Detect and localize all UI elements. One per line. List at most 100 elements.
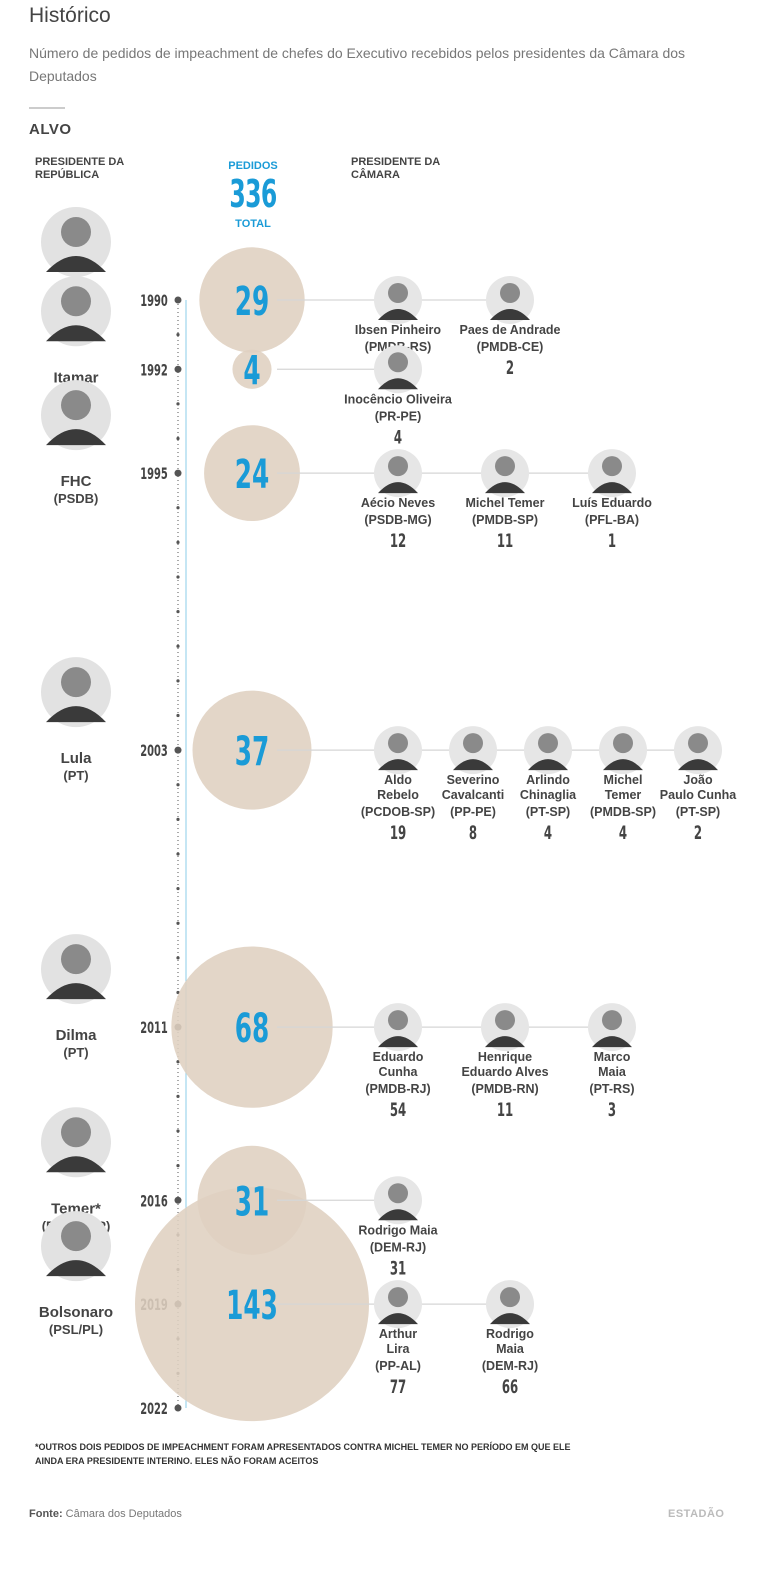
chamber-photo-head-icon bbox=[463, 733, 483, 754]
chamber-photo-body-icon bbox=[378, 482, 418, 494]
president-photo-head-icon bbox=[61, 286, 91, 317]
chamber-photo-head-icon bbox=[388, 1010, 408, 1031]
year-marker bbox=[174, 746, 182, 754]
pedidos-label: PEDIDOS bbox=[228, 160, 278, 172]
chamber-photo-head-icon bbox=[500, 1287, 520, 1308]
chamber-president-value: 4 bbox=[394, 425, 402, 448]
bubble-value-group: 143 bbox=[226, 1282, 278, 1329]
chamber-president-value: 66 bbox=[502, 1375, 518, 1398]
chamber-president-value: 54 bbox=[390, 1098, 406, 1121]
year-label: 1995 bbox=[140, 466, 168, 484]
president-photo-body-icon bbox=[46, 325, 106, 342]
chamber-president-party: (PFL-BA) bbox=[585, 513, 639, 527]
bubble bbox=[171, 946, 333, 1108]
year-label-group: 2003 bbox=[140, 743, 168, 761]
chamber-president-value: 11 bbox=[497, 529, 513, 552]
chamber-photo-body-icon bbox=[485, 482, 525, 494]
president-photo-body-icon bbox=[46, 706, 106, 723]
chamber-president-name: Michel bbox=[604, 773, 643, 787]
chamber-president-name: Eduardo bbox=[373, 1050, 424, 1064]
chamber-president-party: (PT-RS) bbox=[589, 1082, 634, 1096]
year-label-group: 1995 bbox=[140, 466, 168, 484]
chamber-president-name: Temer bbox=[605, 788, 642, 802]
chamber-president-value-group: 54 bbox=[390, 1098, 406, 1121]
year-marker bbox=[174, 1404, 182, 1412]
chamber-photo-head-icon bbox=[602, 1010, 622, 1031]
president-photo-head-icon bbox=[61, 1221, 91, 1252]
bubble-value: 24 bbox=[235, 451, 270, 498]
chamber-photo-body-icon bbox=[592, 482, 632, 494]
president-name: FHC bbox=[61, 473, 92, 490]
chamber-president-value: 8 bbox=[469, 821, 477, 844]
chamber-president-name: Michel Temer bbox=[466, 496, 545, 510]
chamber-president-value: 3 bbox=[608, 1098, 616, 1121]
president-photo-body-icon bbox=[46, 1260, 106, 1277]
bubble bbox=[197, 1145, 307, 1255]
header-presidente-republica: PRESIDENTE DA REPÚBLICA bbox=[35, 156, 124, 181]
year-tick bbox=[176, 713, 180, 718]
year-tick bbox=[176, 1094, 180, 1098]
chamber-president-value: 11 bbox=[497, 1098, 513, 1121]
chamber-president-name: Aldo bbox=[384, 773, 412, 787]
chamber-president-value: 77 bbox=[390, 1375, 406, 1398]
year-label-group: 2011 bbox=[140, 1020, 168, 1038]
chamber-president-party: (PMDB-SP) bbox=[590, 805, 656, 819]
chamber-president-name: Paes de Andrade bbox=[460, 323, 561, 337]
year-label: 2016 bbox=[140, 1193, 168, 1211]
chamber-photo-head-icon bbox=[495, 456, 515, 477]
year-tick bbox=[176, 610, 180, 614]
chamber-president-name: Marco bbox=[594, 1050, 631, 1064]
president-photo-body-icon bbox=[46, 1156, 106, 1173]
source-note: Fonte: Câmara dos Deputados bbox=[29, 1508, 182, 1520]
chamber-president-party: (PMDB-RJ) bbox=[365, 1082, 430, 1096]
impeachment-bubble-chart: 1990199219952003201120162019202229Collor… bbox=[39, 207, 737, 1422]
brand-logo: ESTADÃO bbox=[668, 1508, 725, 1520]
chamber-president-value: 31 bbox=[390, 1256, 406, 1279]
president-photo-head-icon bbox=[61, 944, 91, 975]
chamber-president-value: 4 bbox=[619, 821, 627, 844]
president-photo-head-icon bbox=[61, 1117, 91, 1148]
year-tick bbox=[176, 783, 180, 787]
chamber-president-party: (PR-PE) bbox=[375, 409, 422, 423]
total-label: TOTAL bbox=[235, 218, 271, 230]
chamber-photo-body-icon bbox=[592, 1036, 632, 1048]
president-name: Temer* bbox=[51, 1200, 101, 1217]
bubble bbox=[199, 247, 305, 353]
chamber-president-name: Luís Eduardo bbox=[572, 496, 652, 510]
chamber-president-value-group: 11 bbox=[497, 1098, 513, 1121]
chamber-photo-head-icon bbox=[388, 283, 408, 303]
chamber-president-name: Arlindo bbox=[526, 773, 570, 787]
chamber-photo-head-icon bbox=[602, 456, 622, 477]
chamber-photo-head-icon bbox=[388, 1183, 408, 1204]
president-photo-body-icon bbox=[46, 256, 106, 272]
chamber-president-value-group: 3 bbox=[608, 1098, 616, 1121]
president-party: (PT) bbox=[63, 1045, 88, 1060]
bubble-value-group: 37 bbox=[235, 728, 270, 775]
chamber-photo-head-icon bbox=[388, 352, 408, 373]
bubble bbox=[135, 1187, 369, 1422]
chamber-photo-body-icon bbox=[485, 1036, 525, 1048]
year-label: 2003 bbox=[140, 743, 168, 761]
chamber-president-name: Arthur bbox=[379, 1327, 417, 1341]
chamber-president-party: (DEM-RJ) bbox=[370, 1240, 426, 1254]
year-tick bbox=[176, 887, 180, 891]
chamber-president-value-group: 12 bbox=[390, 529, 406, 552]
chamber-president-name: Inocêncio Oliveira bbox=[344, 392, 453, 406]
year-tick bbox=[176, 540, 180, 544]
chamber-president-value: 2 bbox=[694, 821, 702, 844]
chamber-president-value: 2 bbox=[506, 356, 514, 379]
chamber-president-name: Henrique bbox=[478, 1050, 532, 1064]
chamber-president-name: Maia bbox=[496, 1342, 525, 1356]
chamber-president-value-group: 4 bbox=[619, 821, 627, 844]
chamber-photo-head-icon bbox=[613, 733, 633, 754]
chamber-photo-body-icon bbox=[603, 759, 643, 771]
year-label-group: 2016 bbox=[140, 1193, 168, 1211]
year-marker bbox=[174, 1196, 182, 1204]
bubble-value: 4 bbox=[243, 347, 260, 394]
chamber-photo-body-icon bbox=[378, 1313, 418, 1325]
chamber-photo-body-icon bbox=[378, 759, 418, 771]
chamber-president-party: (PP-PE) bbox=[450, 805, 496, 819]
year-label-group: 1992 bbox=[140, 362, 168, 380]
bubble-value-group: 29 bbox=[235, 278, 270, 325]
chamber-president-party: (PT-SP) bbox=[676, 805, 720, 819]
